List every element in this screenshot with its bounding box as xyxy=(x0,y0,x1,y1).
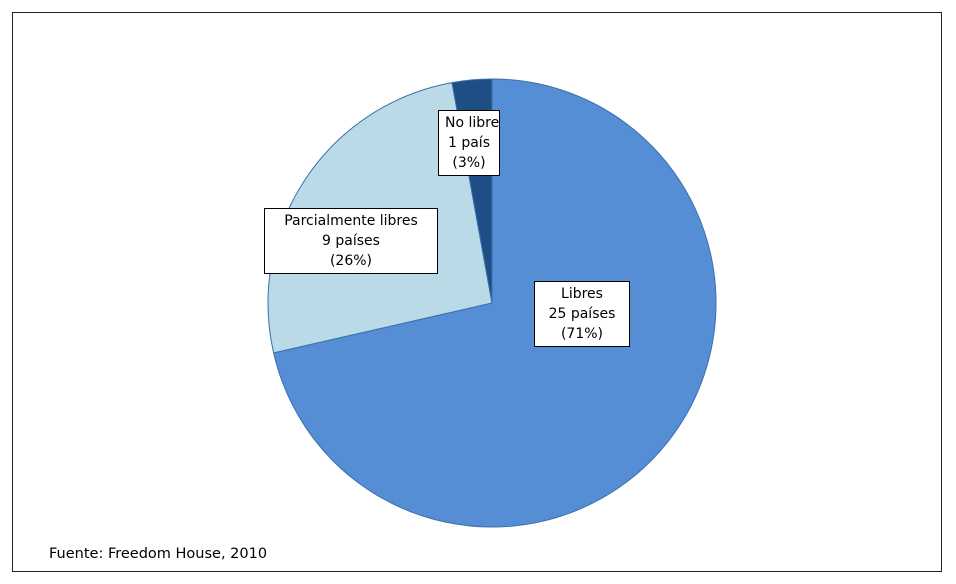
label-parcialmente-libres: Parcialmente libres 9 países (26%) xyxy=(264,208,438,274)
source-note: Fuente: Freedom House, 2010 xyxy=(49,546,268,562)
label-libres-pct: (71%) xyxy=(560,326,604,342)
label-no-libre-count: 1 país xyxy=(447,135,490,151)
label-parcialmente-libres-count: 9 países xyxy=(322,233,380,249)
label-no-libre-name: No libre xyxy=(445,115,500,131)
label-parcialmente-libres-name: Parcialmente libres xyxy=(284,213,418,229)
pie-slice-libres xyxy=(273,78,717,528)
label-libres-count: 25 países xyxy=(548,306,616,322)
label-no-libre: No libre 1 país (3%) xyxy=(438,110,500,176)
label-no-libre-pct: (3%) xyxy=(452,155,486,171)
label-libres-name: Libres xyxy=(561,286,603,302)
label-libres: Libres 25 países (71%) xyxy=(534,281,630,347)
chart-frame: No libre 1 país (3%) Parcialmente libres… xyxy=(12,12,942,572)
pie-chart xyxy=(267,78,717,528)
label-parcialmente-libres-pct: (26%) xyxy=(329,253,373,269)
